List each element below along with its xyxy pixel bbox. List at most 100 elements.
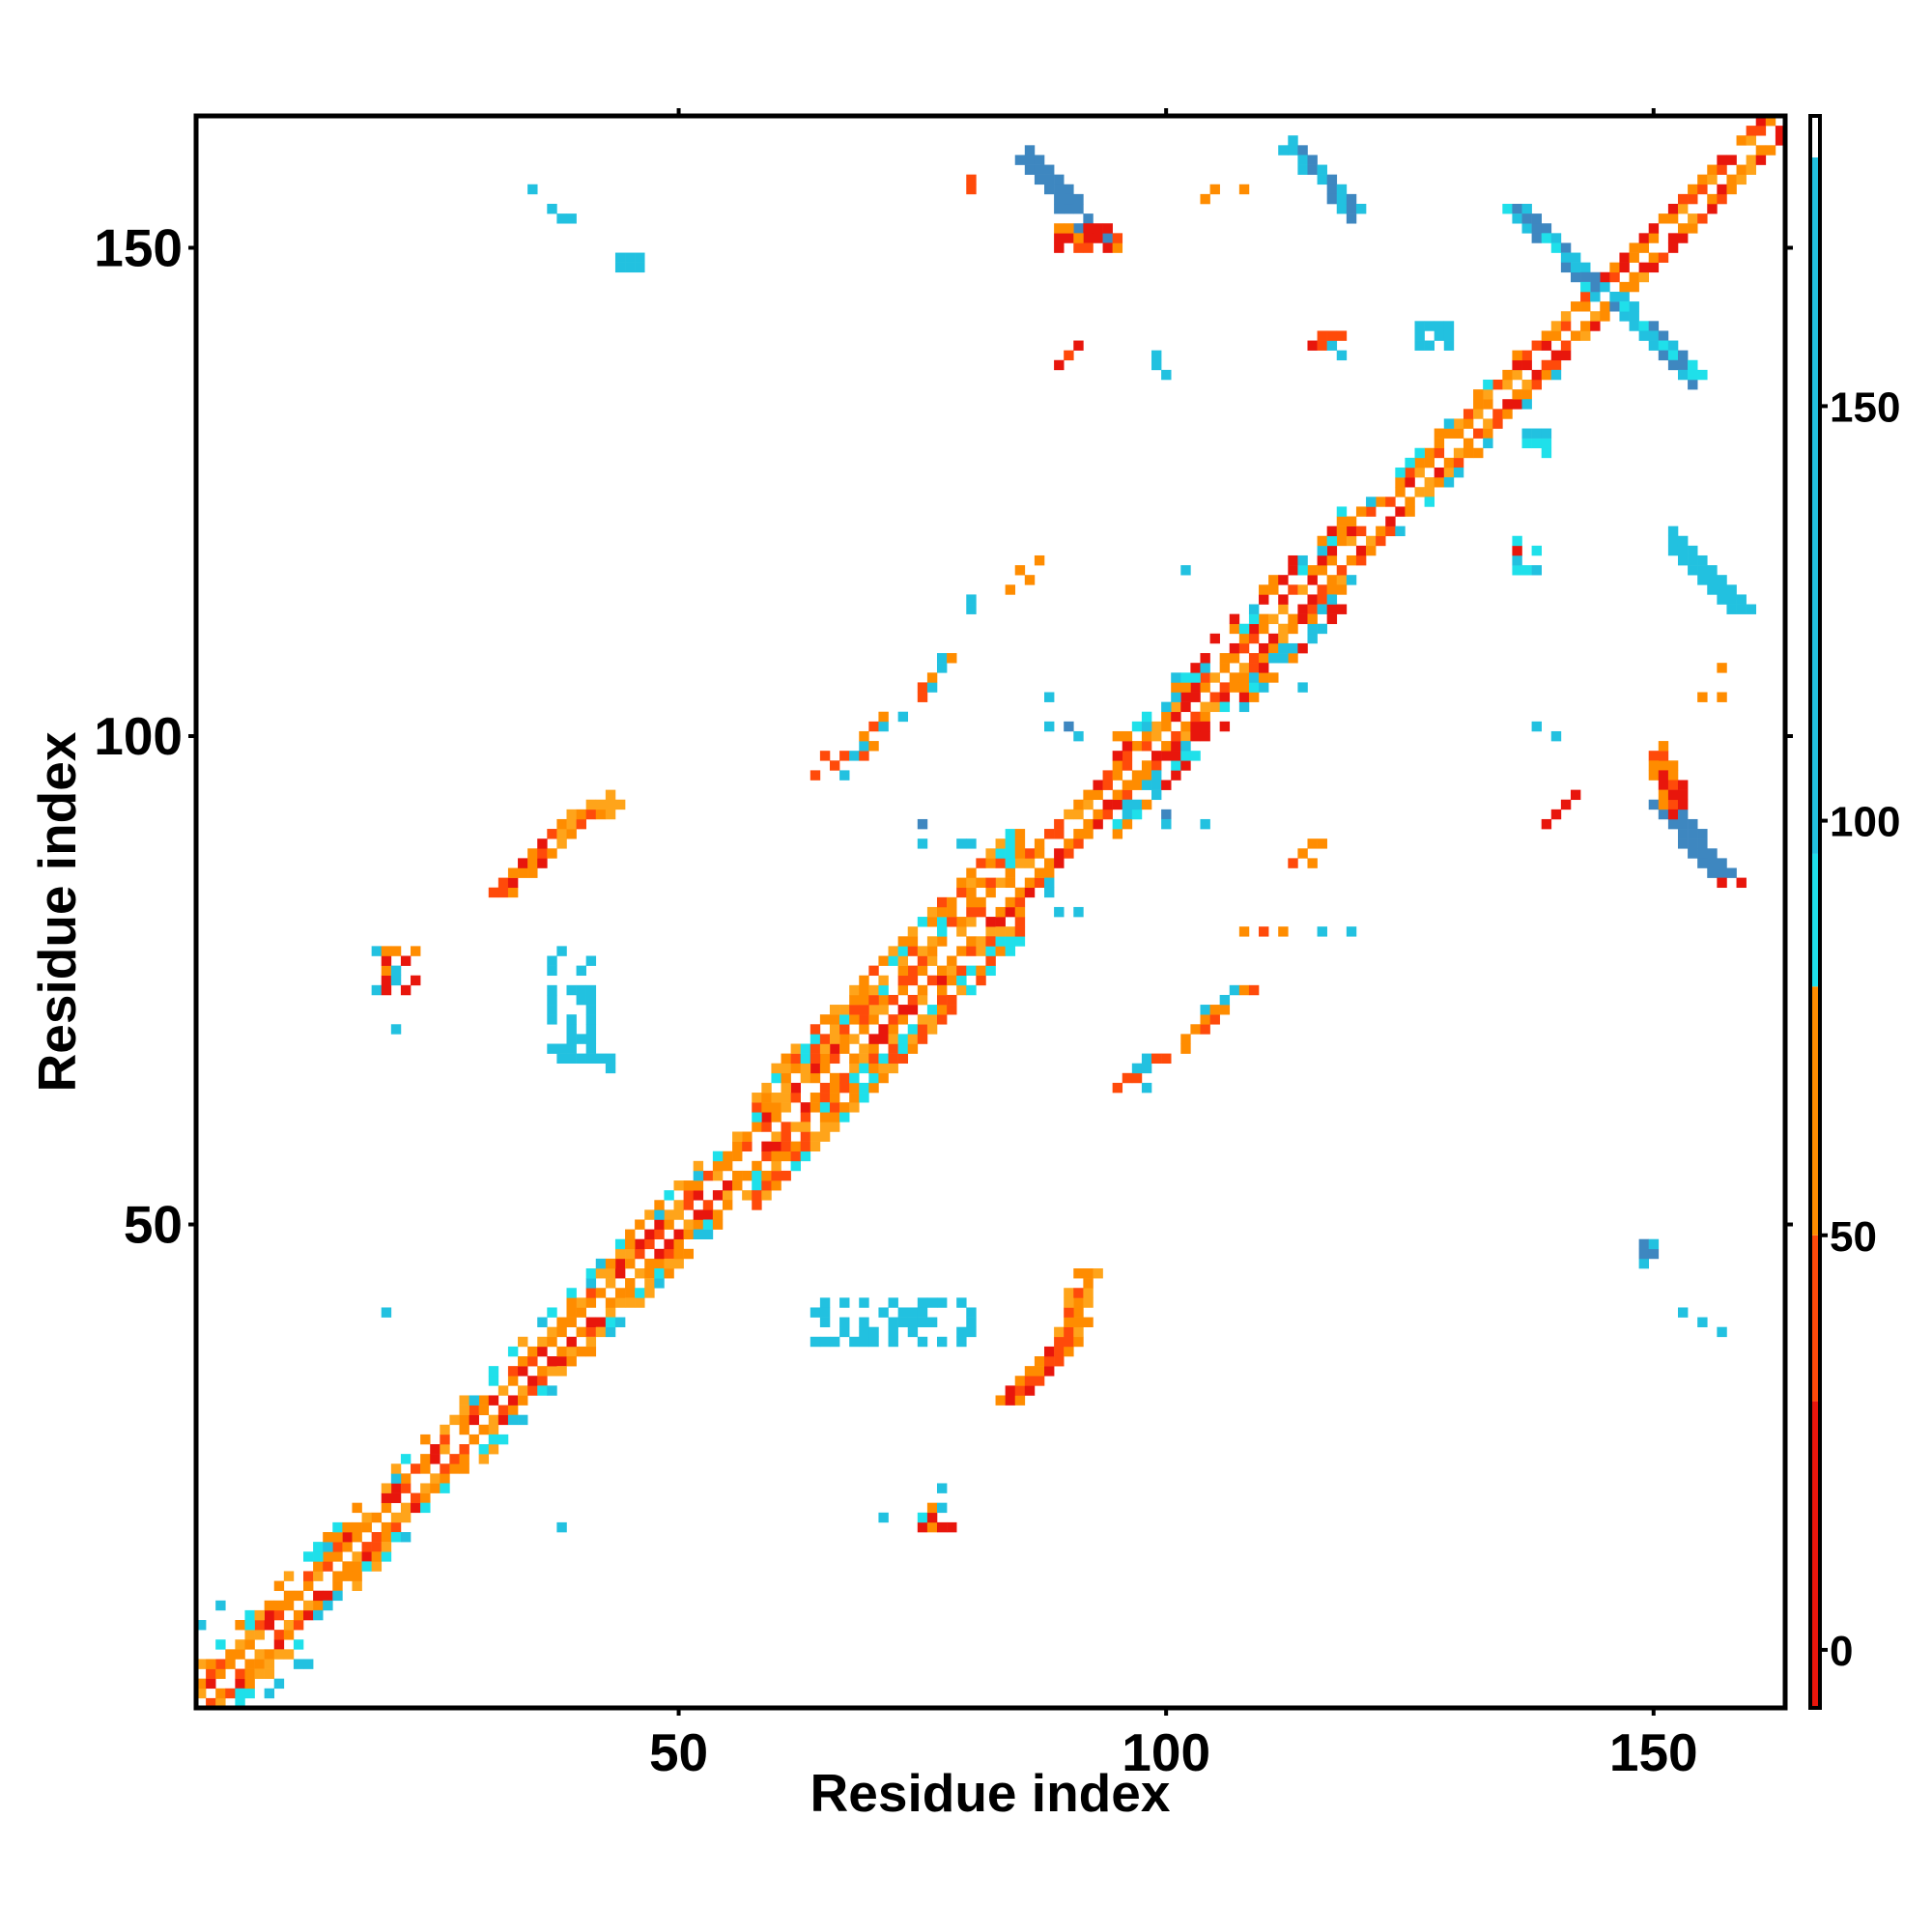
contact-cell	[1268, 653, 1279, 664]
contact-cell	[635, 262, 645, 273]
contact-cell	[936, 936, 948, 947]
contact-cell	[1453, 467, 1464, 478]
contact-cell	[956, 946, 967, 956]
contact-cell	[1054, 1336, 1065, 1348]
contact-cell	[1707, 848, 1718, 859]
contact-cell	[644, 1278, 655, 1289]
contact-cell	[722, 1160, 733, 1172]
contact-cell	[702, 1229, 714, 1239]
contact-cell	[332, 1521, 343, 1533]
contact-cell	[1209, 1014, 1220, 1025]
contact-cell	[469, 1405, 479, 1415]
contact-cell	[1131, 780, 1143, 790]
contact-cell	[264, 1609, 275, 1621]
contact-cell	[352, 1571, 362, 1581]
contact-cell	[1297, 155, 1308, 165]
contact-cell	[1346, 926, 1357, 937]
contact-cell	[1171, 711, 1181, 723]
contact-cell	[1200, 663, 1210, 673]
contact-cell	[1044, 1366, 1055, 1377]
contact-cell	[1307, 155, 1318, 165]
contact-cell	[1746, 135, 1757, 146]
contact-cell	[1141, 721, 1152, 732]
contact-cell	[420, 1434, 431, 1445]
contact-cell	[907, 1317, 919, 1327]
contact-cell	[683, 1229, 694, 1239]
contact-cell	[849, 1014, 860, 1025]
contact-cell	[1112, 751, 1123, 761]
contact-cell	[1541, 330, 1552, 341]
contact-cell	[1054, 1356, 1065, 1367]
contact-cell	[1512, 359, 1522, 371]
contact-cell	[1317, 545, 1327, 556]
contact-cell	[566, 829, 577, 839]
contact-cell	[264, 1659, 275, 1669]
contact-cell	[1317, 554, 1327, 566]
contact-cell	[664, 1219, 674, 1230]
contact-cell	[1073, 906, 1084, 918]
contact-cell	[868, 1063, 879, 1074]
contact-cell	[547, 1014, 557, 1025]
contact-cell	[254, 1620, 265, 1631]
contact-cell	[547, 848, 557, 859]
contact-cell	[1093, 780, 1103, 790]
contact-cell	[1268, 575, 1279, 585]
contact-cell	[1483, 418, 1493, 429]
contact-cell	[273, 1649, 285, 1660]
contact-cell	[235, 1697, 245, 1709]
contact-cell	[966, 184, 977, 195]
contact-cell	[1521, 399, 1532, 410]
contact-cell	[313, 1571, 324, 1581]
contact-cell	[497, 877, 509, 889]
contact-cell	[1560, 242, 1572, 253]
contact-cell	[556, 1366, 567, 1377]
contact-cell	[1434, 467, 1445, 478]
contact-cell	[1658, 770, 1669, 781]
contact-cell	[1726, 594, 1737, 605]
contact-cell	[966, 984, 977, 996]
contact-cell	[1034, 1366, 1045, 1377]
contact-cell	[1248, 604, 1260, 614]
contact-cell	[1395, 477, 1406, 488]
contact-cell	[1005, 926, 1016, 937]
contact-cell	[1667, 818, 1679, 830]
contact-cell	[742, 1131, 753, 1142]
contact-cell	[702, 1219, 714, 1230]
contact-cell	[1161, 751, 1172, 761]
contact-cell	[1414, 340, 1425, 351]
contact-cell	[819, 1014, 831, 1025]
contact-cell	[1054, 242, 1065, 253]
contact-cell	[839, 751, 850, 761]
contact-cell	[907, 1043, 919, 1054]
contact-cell	[654, 1278, 665, 1289]
contact-cell	[1054, 193, 1065, 205]
contact-cell	[829, 1093, 840, 1103]
contact-cell	[761, 1082, 772, 1094]
contact-cell	[947, 906, 957, 918]
contact-cell	[829, 1112, 840, 1122]
contact-cell	[1073, 203, 1084, 214]
contact-cell	[1102, 780, 1113, 790]
contact-cell	[273, 1600, 285, 1611]
contact-cell	[244, 1659, 255, 1669]
contact-cell	[585, 1326, 597, 1338]
contact-cell	[1765, 116, 1776, 127]
contact-cell	[1688, 369, 1698, 381]
contact-cell	[556, 1326, 567, 1338]
contact-cell	[614, 1258, 626, 1269]
contact-cell	[1688, 379, 1698, 390]
contact-cell	[810, 1093, 821, 1103]
contact-cell	[1717, 858, 1727, 868]
contact-cell	[1288, 135, 1298, 146]
contact-cell	[985, 887, 996, 898]
contact-cell	[976, 858, 986, 868]
contact-cell	[859, 730, 869, 742]
contact-cell	[1083, 799, 1094, 810]
contact-cell	[1024, 1376, 1036, 1386]
contact-cell	[849, 1005, 860, 1015]
contact-cell	[430, 1483, 440, 1493]
contact-cell	[527, 1346, 538, 1357]
contact-cell	[576, 1307, 586, 1318]
colorbar-tick-label: 50	[1830, 1213, 1877, 1261]
contact-cell	[810, 1131, 821, 1142]
